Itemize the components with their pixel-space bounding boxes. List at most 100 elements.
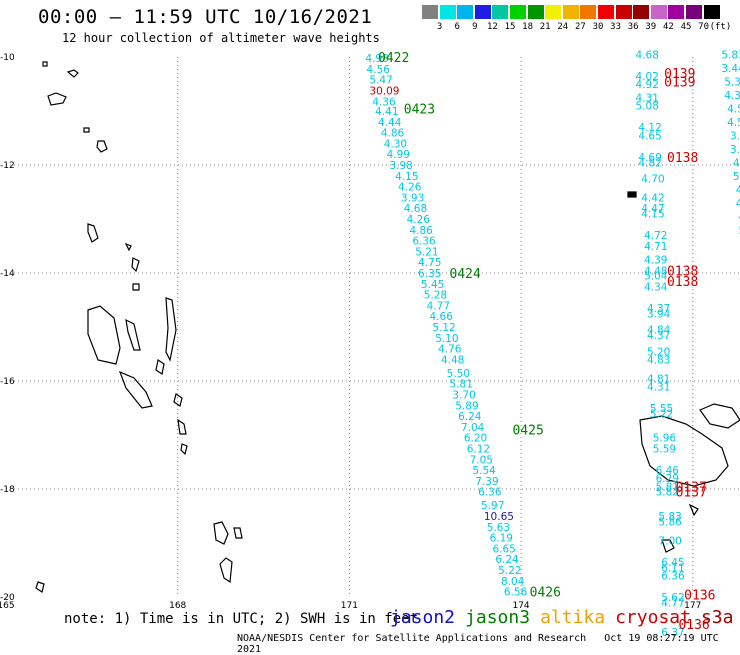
wave-height-point: 4.34	[644, 282, 668, 294]
wave-height-point: 6.36	[478, 487, 502, 499]
wave-height-point: 5.59	[653, 444, 676, 456]
wave-height-point: 4.43	[733, 157, 740, 169]
pass-label: 0138	[667, 151, 698, 166]
wave-height-point: 5.50	[447, 368, 470, 380]
colorbar-swatch	[598, 5, 614, 19]
x-tick-label: 177	[684, 601, 701, 611]
colorbar-swatch	[562, 5, 579, 19]
island-shape	[87, 223, 99, 243]
wave-height-point: 4.26	[407, 214, 431, 226]
colorbar-swatch	[422, 5, 438, 19]
wave-height-point: 4.65	[638, 130, 661, 142]
island-shape	[219, 557, 233, 584]
wave-height-point: 5.89	[455, 400, 478, 412]
wave-height-point: 3.94	[647, 309, 671, 321]
y-tick-label: -14	[0, 269, 15, 279]
wave-height-point: 5.10	[435, 333, 458, 345]
wave-height-point: 4.44	[378, 117, 402, 129]
wave-height-point: 4.39	[644, 255, 667, 267]
wave-height-point: 6.35	[418, 268, 441, 280]
colorbar-swatch	[492, 5, 509, 19]
wave-height-point: 4.36	[372, 96, 396, 108]
wave-height-point: 5.54	[472, 465, 496, 477]
wave-height-point: 5.22	[650, 408, 673, 420]
legend-item: jason3	[465, 607, 531, 628]
wave-height-point: 5.81	[450, 379, 473, 391]
wave-height-point: 6.29	[656, 473, 679, 485]
wave-height-point: 6.11	[661, 562, 684, 574]
island-shape	[233, 527, 243, 539]
wave-height-point: 4.84	[647, 325, 671, 337]
pass-label: 0425	[512, 424, 543, 439]
wave-height-point: 5.82	[656, 487, 679, 499]
data-labels: 4.984.565.4730.094.364.414.444.864.304.9…	[365, 49, 740, 639]
colorbar-label: 24	[557, 22, 569, 32]
wave-height-point: 5.04	[644, 271, 668, 283]
island-shape	[213, 521, 229, 545]
pass-label: 0137	[676, 486, 707, 501]
colorbar-label: 9	[472, 22, 478, 32]
wave-height-point: 4.31	[636, 93, 659, 105]
y-tick-label: -10	[0, 53, 15, 63]
wave-height-point: 4.48	[441, 354, 464, 366]
wave-height-point: 3.93	[401, 192, 424, 204]
wave-height-point: 4.59	[727, 103, 740, 115]
colorbar-label: 33	[610, 22, 622, 32]
y-tick-label: -20	[0, 593, 15, 603]
island-shape	[131, 257, 140, 273]
wave-height-point: 4.30	[384, 138, 407, 150]
wave-height-point: 5.22	[498, 565, 521, 577]
wave-height-point: 4.56	[367, 64, 391, 76]
wave-height-point: 4.71	[644, 241, 667, 253]
wave-height-point: 7.04	[461, 422, 485, 434]
wave-height-point: 5.83	[721, 49, 740, 61]
colorbar-swatch	[650, 5, 667, 19]
wave-height-point: 5.28	[424, 290, 447, 302]
wave-height-point: 7.39	[475, 476, 498, 488]
wave-height-point: 6.36	[661, 570, 685, 582]
island-shape	[118, 370, 153, 409]
wave-height-point: 6.24	[458, 411, 482, 423]
colorbar-swatch	[615, 5, 632, 19]
wave-height-point: 4.42	[641, 192, 664, 204]
wave-height-point: 4.92	[636, 79, 659, 91]
island-shape	[35, 581, 45, 593]
wave-height-point: 6.12	[467, 444, 490, 456]
wave-height-point: 4.70	[641, 174, 664, 186]
satellite-legend: jason2 jason3 altika cryosat s3a	[390, 607, 740, 628]
wave-height-point: 6.45	[661, 557, 684, 569]
island-shape	[688, 503, 699, 517]
wave-height-point: 5.86	[658, 516, 682, 528]
x-tick-label: 174	[512, 601, 529, 611]
footer: NOAA/NESDIS Center for Satellite Applica…	[237, 633, 740, 655]
wave-height-point: 4.15	[395, 171, 418, 183]
wave-height-point: 5.63	[487, 522, 510, 534]
colorbar-label: 18	[522, 22, 534, 32]
pass-label: 0426	[530, 586, 561, 601]
axis-ticks: 165 168 171 174 177 -10 -12 -14 -16 -18 -20	[0, 53, 701, 611]
island-shape	[83, 127, 90, 133]
island-shape	[96, 140, 108, 153]
legend-item: s3a	[700, 607, 734, 628]
wave-height-point: 4.75	[418, 257, 441, 269]
colorbar-label: 42	[662, 22, 674, 32]
colorbar-label: 3	[436, 22, 443, 32]
colorbar-label: 36	[627, 22, 639, 32]
wave-height-point: 4.81	[647, 373, 670, 385]
wave-height-point: 4.15	[641, 209, 664, 221]
pass-label: 0136	[684, 588, 715, 603]
wave-height-point: 3.98	[389, 160, 412, 172]
wave-height-point: 5.20	[647, 346, 670, 358]
wave-height-point: 4.94	[736, 198, 740, 210]
wave-height-point: 6.20	[464, 433, 487, 445]
footnote: note: 1) Time is in UTC; 2) SWH is in fe…	[64, 611, 419, 627]
wave-height-point: 5.96	[653, 433, 677, 445]
wave-height-point: 4.26	[398, 182, 422, 194]
pass-label: 0423	[404, 102, 435, 117]
colorbar-unit: (ft)	[709, 22, 732, 32]
wave-height-point: 4.56	[727, 117, 740, 129]
wave-height-point: 6.65	[492, 543, 515, 555]
island-shape	[639, 415, 729, 487]
wave-height-point: 7.00	[658, 535, 681, 547]
wave-height-point: 4.47	[641, 203, 664, 215]
